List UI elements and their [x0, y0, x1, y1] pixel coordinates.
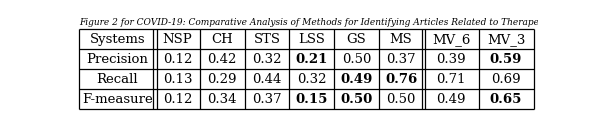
- Text: 0.32: 0.32: [252, 53, 282, 66]
- Text: 0.13: 0.13: [163, 73, 192, 86]
- Text: MV_6: MV_6: [432, 33, 470, 46]
- Text: Systems: Systems: [90, 33, 145, 46]
- Text: Recall: Recall: [96, 73, 138, 86]
- Text: NSP: NSP: [163, 33, 193, 46]
- Text: 0.42: 0.42: [208, 53, 237, 66]
- Text: 0.65: 0.65: [490, 93, 522, 106]
- Text: 0.29: 0.29: [208, 73, 237, 86]
- Text: 0.76: 0.76: [385, 73, 417, 86]
- Text: 0.44: 0.44: [252, 73, 282, 86]
- Text: MV_3: MV_3: [487, 33, 525, 46]
- Text: 0.34: 0.34: [208, 93, 237, 106]
- Text: 0.37: 0.37: [386, 53, 416, 66]
- Text: LSS: LSS: [298, 33, 325, 46]
- Text: Figure 2 for COVID-19: Comparative Analysis of Methods for Identifying Articles : Figure 2 for COVID-19: Comparative Analy…: [80, 18, 598, 27]
- Text: 0.37: 0.37: [252, 93, 282, 106]
- Text: 0.21: 0.21: [295, 53, 328, 66]
- Text: 0.71: 0.71: [436, 73, 466, 86]
- Text: 0.49: 0.49: [436, 93, 466, 106]
- Text: Precision: Precision: [86, 53, 148, 66]
- Text: 0.32: 0.32: [297, 73, 327, 86]
- Text: 0.50: 0.50: [386, 93, 416, 106]
- Text: 0.15: 0.15: [295, 93, 328, 106]
- Text: CH: CH: [211, 33, 233, 46]
- Text: 0.12: 0.12: [163, 53, 192, 66]
- Text: F-measure: F-measure: [82, 93, 152, 106]
- Text: MS: MS: [390, 33, 413, 46]
- Text: GS: GS: [346, 33, 366, 46]
- Text: STS: STS: [254, 33, 280, 46]
- Text: 0.12: 0.12: [163, 93, 192, 106]
- Text: 0.59: 0.59: [490, 53, 522, 66]
- Text: 0.50: 0.50: [341, 53, 371, 66]
- Text: 0.50: 0.50: [340, 93, 373, 106]
- Text: 0.69: 0.69: [491, 73, 521, 86]
- Text: 0.49: 0.49: [340, 73, 373, 86]
- Text: 0.39: 0.39: [436, 53, 466, 66]
